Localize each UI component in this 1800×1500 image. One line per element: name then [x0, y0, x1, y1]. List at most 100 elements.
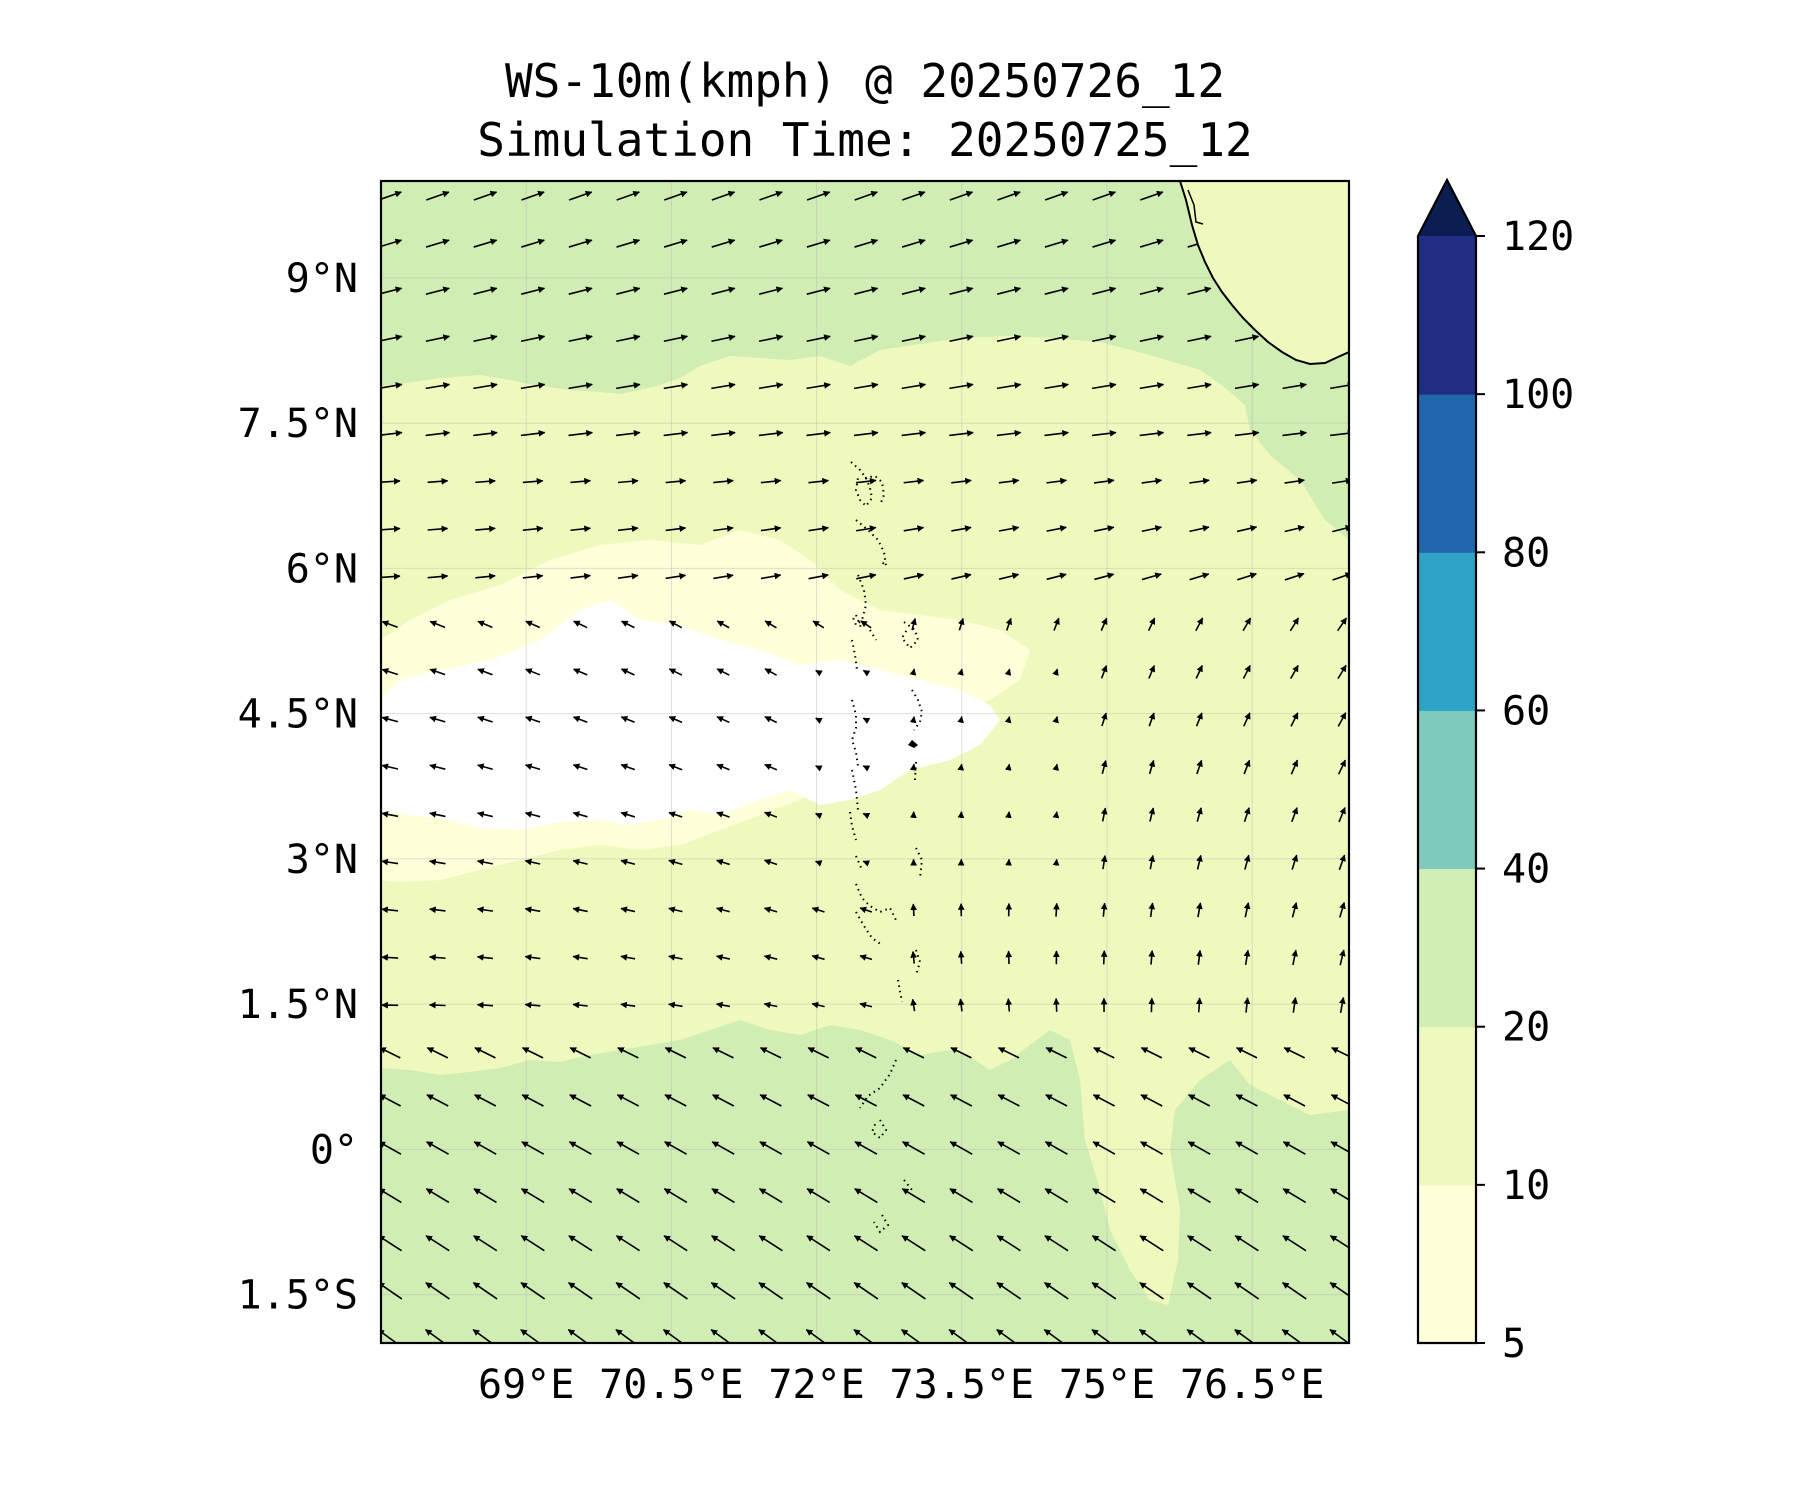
wind-arrow	[616, 334, 641, 343]
wind-arrow	[949, 1235, 974, 1252]
wind-arrow	[1043, 1328, 1065, 1343]
wind-arrow	[568, 429, 593, 437]
wind-arrow	[1284, 572, 1305, 581]
wind-arrow	[1283, 1094, 1306, 1107]
wind-arrow	[712, 1047, 734, 1059]
wind-arrow	[1234, 1188, 1259, 1204]
wind-arrow	[668, 954, 683, 961]
wind-arrow	[1330, 1094, 1349, 1106]
colorbar: 5 10 20 40 60 80 100 120	[1416, 177, 1574, 1367]
colorbar-tick-label: 20	[1502, 1005, 1550, 1051]
wind-arrow	[1148, 664, 1156, 679]
wind-arrow	[716, 668, 730, 676]
wind-arrow	[758, 286, 784, 295]
wind-arrow	[862, 765, 871, 772]
wind-arrow	[711, 1235, 736, 1252]
wind-arrow	[996, 382, 1022, 390]
wind-arrow	[1242, 617, 1252, 632]
wind-arrow	[1044, 382, 1069, 390]
wind-arrow	[1046, 572, 1067, 581]
wind-arrow	[520, 1328, 541, 1343]
wind-arrow	[763, 906, 778, 914]
title-line-2: Simulation Time: 20250725_12	[477, 113, 1252, 167]
wind-arrow	[1339, 901, 1346, 918]
wind-arrow	[859, 954, 873, 961]
wind-arrow	[1004, 763, 1012, 771]
wind-arrow	[996, 1188, 1021, 1204]
wind-arrow	[381, 286, 403, 295]
island-chain	[849, 461, 924, 1234]
wind-arrow	[854, 334, 879, 343]
wind-arrow	[1141, 525, 1163, 533]
wind-arrow	[427, 525, 449, 533]
y-tick-label: 0°	[310, 1127, 358, 1173]
wind-arrow	[381, 954, 399, 961]
wind-arrow	[711, 238, 736, 248]
wind-arrow	[1148, 759, 1156, 775]
wind-arrow	[853, 429, 879, 437]
wind-arrow	[472, 1282, 498, 1300]
wind-arrow	[1139, 382, 1165, 390]
wind-arrow	[381, 190, 402, 200]
wind-arrow	[854, 1094, 877, 1107]
wind-arrow	[1092, 238, 1117, 248]
wind-arrow	[957, 950, 965, 964]
wind-arrow	[615, 1282, 641, 1300]
wind-arrow	[615, 1328, 636, 1343]
wind-arrow	[1243, 949, 1251, 966]
wind-arrow	[910, 998, 917, 1012]
colorbar-segment	[1418, 1026, 1476, 1186]
wind-arrow	[811, 906, 825, 914]
wind-arrow	[663, 382, 689, 390]
wind-arrow	[521, 238, 545, 248]
wind-arrow	[1289, 664, 1299, 679]
wind-arrow	[901, 286, 926, 295]
wind-arrow	[1093, 1047, 1115, 1059]
wind-arrow	[1139, 1282, 1164, 1300]
wind-arrow	[620, 906, 636, 914]
x-tick-label: 69°E	[478, 1362, 574, 1408]
wind-arrow	[426, 190, 450, 201]
wind-arrow	[1242, 664, 1251, 679]
wind-arrow	[1140, 1094, 1163, 1107]
x-tick-label: 76.5°E	[1180, 1362, 1325, 1408]
wind-arrow	[520, 286, 546, 295]
wind-arrow	[949, 238, 974, 248]
wind-arrow	[856, 572, 877, 580]
wind-arrow	[520, 1235, 545, 1252]
colorbar-segment	[1418, 236, 1476, 395]
wind-arrow	[1187, 334, 1212, 343]
wind-arrow	[381, 334, 403, 342]
y-tick-label: 7.5°N	[238, 401, 358, 447]
wind-arrow	[808, 477, 830, 485]
colorbar-segment	[1418, 710, 1476, 870]
wind-arrow	[381, 1235, 403, 1252]
wind-arrow	[620, 1001, 636, 1009]
wind-arrow	[1187, 382, 1212, 390]
wind-arrow	[1243, 854, 1251, 870]
wind-arrow	[1046, 477, 1067, 485]
wind-arrow	[668, 620, 683, 629]
wind-arrow	[713, 525, 734, 533]
colorbar-tick-label: 120	[1502, 214, 1574, 260]
wind-arrow	[1043, 1282, 1069, 1300]
wind-arrow	[1138, 1328, 1160, 1343]
wind-arrow	[1053, 902, 1060, 917]
wind-arrow	[1282, 1141, 1306, 1155]
wind-arrow	[996, 429, 1022, 437]
wind-arrow	[1188, 1047, 1210, 1059]
wind-arrow	[716, 763, 730, 771]
wind-arrow	[1091, 1282, 1117, 1300]
wind-arrow	[429, 715, 446, 723]
wind-arrow	[902, 1047, 925, 1059]
wind-arrow	[853, 1328, 874, 1343]
wind-arrow	[901, 238, 926, 248]
wind-arrow	[1092, 286, 1117, 295]
wind-arrow	[716, 858, 730, 866]
wind-arrow	[473, 1188, 497, 1204]
wind-arrow	[902, 1094, 925, 1107]
wind-arrow	[1052, 763, 1060, 771]
wind-arrow	[1044, 334, 1069, 343]
wind-arrow	[910, 950, 917, 964]
wind-arrow	[901, 1188, 926, 1204]
